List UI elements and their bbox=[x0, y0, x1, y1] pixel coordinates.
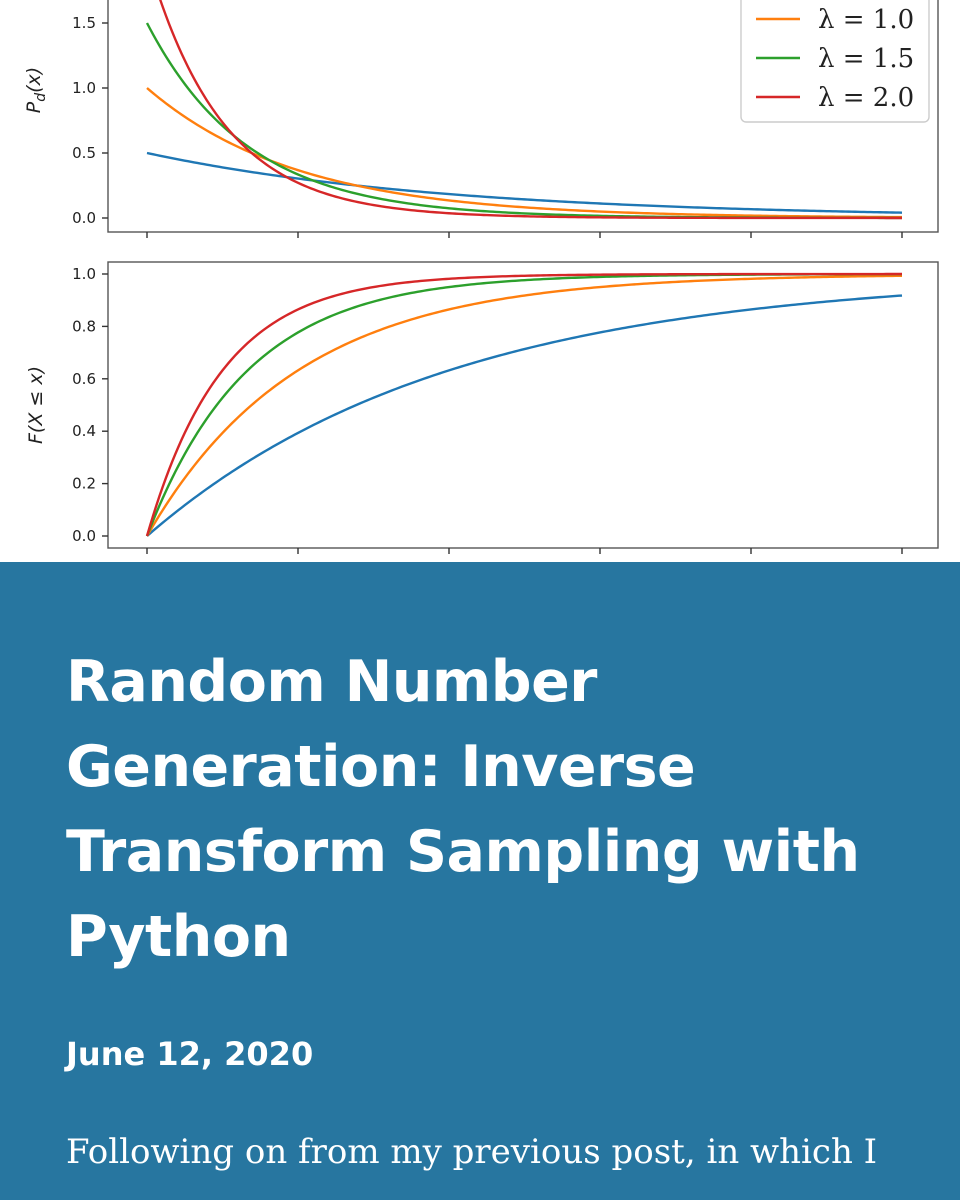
chart1-y-axis-label: Pd(x) bbox=[23, 67, 49, 113]
chart-canvas: 0.0 0.5 1.0 1.5 Pd(x) λ = 1.0 λ = 1.5 λ = 2.0 0.… bbox=[23, 0, 939, 554]
chart-legend-label-2: λ = 1.5 bbox=[818, 44, 914, 74]
post-title[interactable]: Random Number Generation: Inverse Transf… bbox=[66, 649, 860, 970]
chart2-y-tick-label-1: 0.0 bbox=[72, 527, 96, 545]
chart1-y-tick-label-3: 1.0 bbox=[72, 79, 96, 97]
chart2-series-line-2 bbox=[145, 274, 903, 537]
chart1-axes-frame bbox=[107, 0, 939, 233]
chart-figure: 0.0 0.5 1.0 1.5 Pd(x) λ = 1.0 λ = 1.5 λ = 2.0 0.… bbox=[0, 0, 960, 562]
chart2-y-tick-label-6: 1.0 bbox=[72, 265, 96, 283]
chart2-series-line-3 bbox=[145, 272, 903, 537]
chart2-series-line-1 bbox=[146, 294, 903, 537]
chart2-y-tick-label-4: 0.6 bbox=[72, 370, 96, 388]
chart1-series-line-1 bbox=[146, 151, 903, 214]
chart2-y-tick-label-5: 0.8 bbox=[72, 317, 96, 335]
chart1-y-tick-label-2: 0.5 bbox=[72, 144, 96, 162]
chart2-y-tick-label-3: 0.4 bbox=[72, 422, 96, 440]
chart1-y-tick-label-1: 0.0 bbox=[72, 209, 96, 227]
chart2-axes-frame bbox=[107, 261, 939, 549]
post-excerpt: Following on from my previous post, in w… bbox=[66, 1132, 878, 1172]
chart-legend-label-1: λ = 1.0 bbox=[818, 5, 914, 35]
chart1-series-line-4 bbox=[159, 0, 902, 220]
chart2-y-tick-label-2: 0.2 bbox=[72, 475, 96, 493]
post-card[interactable]: Random Number Generation: Inverse Transf… bbox=[0, 562, 960, 1200]
post-date: June 12, 2020 bbox=[66, 1035, 314, 1073]
chart2-y-axis-label: F(X ≤ x) bbox=[25, 366, 47, 444]
chart1-y-tick-label-4: 1.5 bbox=[72, 14, 96, 32]
chart-legend-label-3: λ = 2.0 bbox=[818, 83, 914, 113]
chart2-series-line-4 bbox=[145, 272, 902, 537]
chart-legend-box bbox=[740, 0, 930, 123]
